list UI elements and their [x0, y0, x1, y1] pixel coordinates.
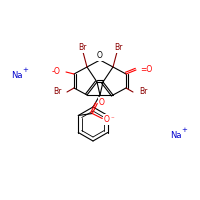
Text: =O: =O: [140, 66, 152, 74]
Text: ⁻: ⁻: [110, 116, 114, 122]
Text: Br: Br: [78, 44, 86, 52]
Text: -O: -O: [52, 68, 60, 76]
Text: Na: Na: [11, 71, 23, 79]
Text: +: +: [181, 127, 187, 133]
Text: O: O: [103, 115, 109, 124]
Text: Br: Br: [114, 44, 122, 52]
Text: Na: Na: [170, 130, 182, 140]
Text: O: O: [97, 51, 103, 60]
Text: +: +: [22, 67, 28, 73]
Text: Br: Br: [53, 88, 61, 97]
Text: Br: Br: [139, 88, 147, 97]
Text: O: O: [98, 98, 104, 107]
